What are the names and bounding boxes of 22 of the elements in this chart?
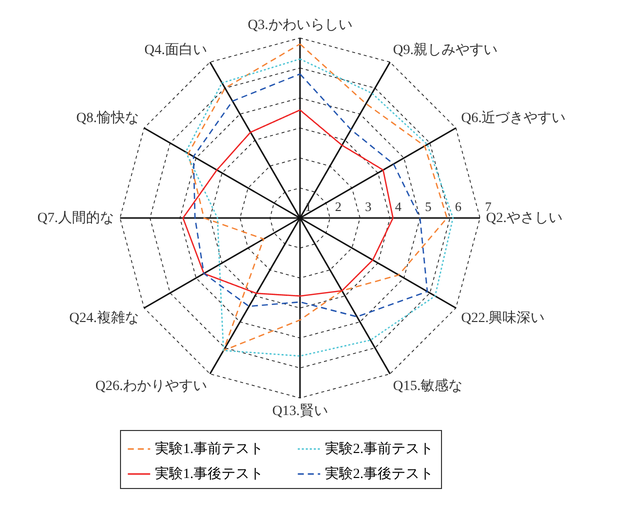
legend-label: 実験2.事前テスト <box>325 441 434 457</box>
spoke-label: Q3.かわいらしい <box>248 18 352 33</box>
y-tick-label: 7 <box>485 199 492 214</box>
y-tick-label: 5 <box>425 199 432 214</box>
y-tick-label: 6 <box>455 199 462 214</box>
spoke-label: Q22.興味深い <box>461 310 545 326</box>
spoke-label: Q4.面白い <box>144 42 207 58</box>
spoke-label: Q24.複雑な <box>69 310 139 326</box>
legend-label: 実験1.事前テスト <box>155 441 264 457</box>
y-tick-label: 3 <box>365 199 372 214</box>
spoke-label: Q8.愉快な <box>76 110 139 126</box>
legend-label: 実験2.事後テスト <box>325 466 434 482</box>
y-tick-label: 2 <box>335 199 342 214</box>
spoke-label: Q13.賢い <box>272 403 328 419</box>
spoke-label: Q7.人間的な <box>37 210 114 226</box>
spoke-label: Q9.親しみやすい <box>393 42 498 58</box>
spoke-label: Q2.やさしい <box>486 211 563 226</box>
y-tick-label: 4 <box>395 199 402 214</box>
spoke-label: Q15.敏感な <box>393 378 463 394</box>
spoke-label: Q26.わかりやすい <box>95 379 207 394</box>
spoke-label: Q6.近づきやすい <box>461 110 566 126</box>
legend-label: 実験1.事後テスト <box>155 466 264 482</box>
